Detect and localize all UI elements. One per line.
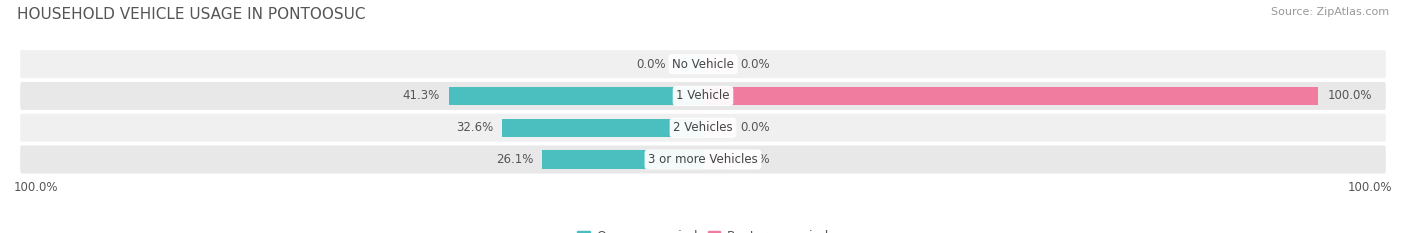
Bar (703, 55, 731, 73)
Text: 0.0%: 0.0% (740, 153, 769, 166)
Text: 1 Vehicle: 1 Vehicle (676, 89, 730, 103)
Bar (703, 119, 731, 137)
Bar (703, 150, 731, 169)
Text: 26.1%: 26.1% (496, 153, 533, 166)
Text: 41.3%: 41.3% (402, 89, 440, 103)
Bar (703, 87, 1319, 105)
Bar (502, 119, 703, 137)
FancyBboxPatch shape (20, 114, 1386, 142)
Bar (675, 55, 703, 73)
Text: 2 Vehicles: 2 Vehicles (673, 121, 733, 134)
Text: 0.0%: 0.0% (740, 58, 769, 71)
Text: No Vehicle: No Vehicle (672, 58, 734, 71)
FancyBboxPatch shape (20, 146, 1386, 174)
Text: Source: ZipAtlas.com: Source: ZipAtlas.com (1271, 7, 1389, 17)
Text: 0.0%: 0.0% (637, 58, 666, 71)
Text: 3 or more Vehicles: 3 or more Vehicles (648, 153, 758, 166)
FancyBboxPatch shape (20, 50, 1386, 78)
Legend: Owner-occupied, Renter-occupied: Owner-occupied, Renter-occupied (572, 225, 834, 233)
Bar (543, 150, 703, 169)
Text: 32.6%: 32.6% (456, 121, 494, 134)
FancyBboxPatch shape (20, 82, 1386, 110)
Text: 0.0%: 0.0% (740, 121, 769, 134)
Text: 100.0%: 100.0% (14, 181, 59, 194)
Text: 100.0%: 100.0% (1327, 89, 1372, 103)
Text: 100.0%: 100.0% (1347, 181, 1392, 194)
Bar (449, 87, 703, 105)
Text: HOUSEHOLD VEHICLE USAGE IN PONTOOSUC: HOUSEHOLD VEHICLE USAGE IN PONTOOSUC (17, 7, 366, 22)
